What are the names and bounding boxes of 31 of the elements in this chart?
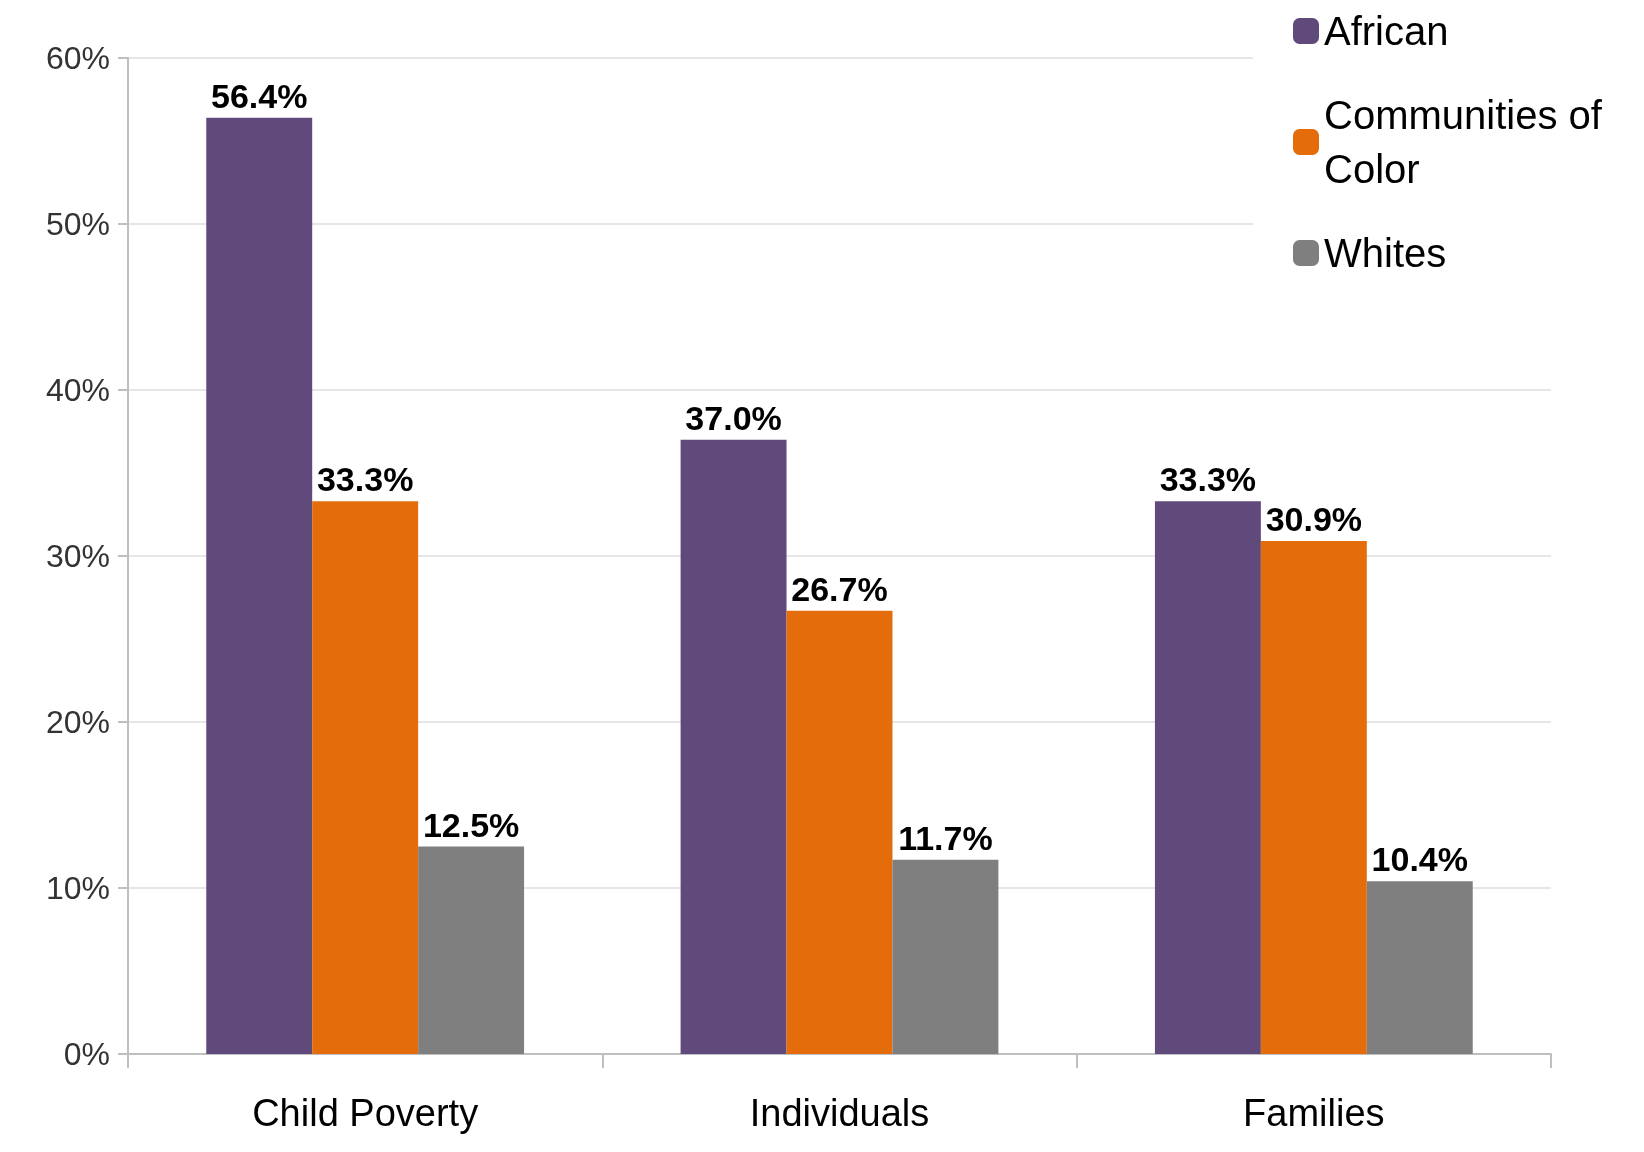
bar [206, 117, 313, 1054]
data-label: 37.0% [685, 398, 782, 437]
x-tick-label: Families [1243, 1092, 1385, 1134]
bar [892, 859, 999, 1054]
bar [418, 846, 525, 1054]
bar [786, 610, 893, 1054]
bar [1366, 881, 1473, 1054]
bar [680, 439, 787, 1054]
y-tick-label: 50% [45, 206, 110, 242]
y-tick-label: 20% [45, 704, 110, 740]
legend-label: Communities of Color [1324, 93, 1613, 191]
data-label: 30.9% [1265, 500, 1363, 539]
bar [312, 501, 419, 1054]
y-tick-label: 0% [63, 1036, 110, 1072]
data-label: 33.3% [316, 460, 414, 499]
x-tick-label: Individuals [749, 1092, 930, 1134]
data-label: 33.3% [1159, 460, 1257, 499]
data-label: 10.4% [1371, 840, 1468, 879]
legend-label: African [1324, 9, 1449, 53]
y-tick-label: 40% [45, 372, 110, 408]
data-label: 11.7% [898, 818, 993, 857]
x-tick-label: Child Poverty [252, 1092, 479, 1134]
data-label: 12.5% [422, 805, 520, 844]
data-label: 26.7% [791, 569, 888, 608]
legend-label: Whites [1324, 231, 1447, 275]
bar [1154, 501, 1261, 1054]
y-tick-label: 10% [45, 870, 110, 906]
y-tick-label: 30% [45, 538, 110, 574]
y-tick-label: 60% [45, 40, 110, 76]
data-label: 56.4% [211, 76, 308, 115]
bar [1260, 541, 1367, 1054]
